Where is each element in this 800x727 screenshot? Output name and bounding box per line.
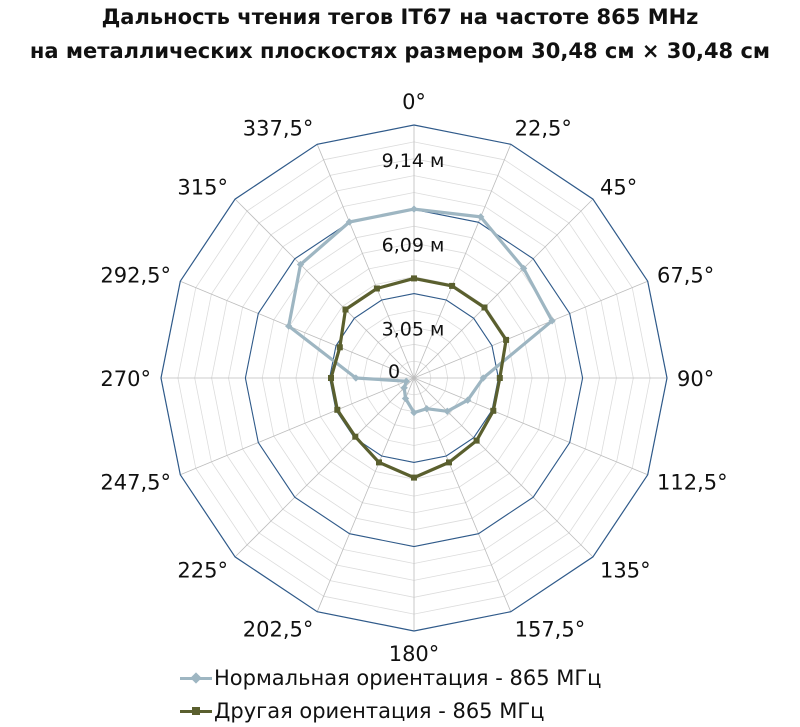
radial-label: 9,14 м <box>382 150 445 172</box>
grid-spoke <box>234 377 415 558</box>
angle-label: 67,5° <box>657 263 714 287</box>
data-point-1 <box>449 282 456 289</box>
data-point-0 <box>400 384 408 392</box>
grid-spoke <box>413 377 594 558</box>
angle-label: 22,5° <box>515 117 572 141</box>
grid-ring-major <box>160 124 668 632</box>
chart-title-line-2: на металлических плоскостях размером 30,… <box>29 39 771 63</box>
angle-label: 112,5° <box>657 471 728 495</box>
grid-spoke <box>180 280 415 379</box>
data-point-0 <box>519 264 528 273</box>
grid-ring-major <box>244 208 584 548</box>
data-point-1 <box>328 375 334 381</box>
angle-label: 225° <box>177 559 228 583</box>
angle-label: 202,5° <box>243 617 314 641</box>
legend-label-normal: Нормальная ориентация - 865 МГц <box>214 666 602 690</box>
data-point-1 <box>342 306 349 313</box>
angle-label: 337,5° <box>243 117 314 141</box>
data-point-0 <box>443 407 451 415</box>
legend-marker-other <box>180 704 212 718</box>
angle-label: 135° <box>600 559 651 583</box>
data-point-0 <box>285 322 293 330</box>
radial-label: 3,05 м <box>382 319 445 341</box>
angle-label: 180° <box>389 642 440 666</box>
angle-label: 45° <box>600 175 637 199</box>
angle-label: 292,5° <box>100 263 171 287</box>
grid-spoke <box>413 377 512 612</box>
legend-marker-normal <box>180 671 212 685</box>
data-point-1 <box>376 459 382 466</box>
data-point-1 <box>490 407 497 414</box>
grid-spoke <box>316 144 415 379</box>
grid-spoke <box>234 198 415 379</box>
data-point-0 <box>345 218 354 226</box>
data-point-0 <box>401 394 410 403</box>
data-point-0 <box>479 374 487 382</box>
data-point-1 <box>496 375 503 381</box>
legend-entry-other: Другая ориентация - 865 МГц <box>180 695 544 727</box>
data-point-0 <box>548 317 556 325</box>
data-point-1 <box>481 304 488 311</box>
radial-label: 6,09 м <box>382 234 445 256</box>
data-point-0 <box>352 374 360 382</box>
radial-label: 0 <box>388 361 400 383</box>
data-point-1 <box>352 433 359 440</box>
data-point-1 <box>446 459 452 466</box>
grid-spoke <box>180 377 415 476</box>
data-point-0 <box>464 396 472 404</box>
legend-entry-normal: Нормальная ориентация - 865 МГц <box>180 662 601 694</box>
chart-title-line-1: Дальность чтения тегов IT67 на частоте 8… <box>101 5 699 29</box>
data-point-1 <box>373 285 380 292</box>
angle-label: 247,5° <box>100 471 171 495</box>
angle-label: 270° <box>100 367 151 391</box>
data-point-0 <box>402 377 410 385</box>
data-point-1 <box>411 474 417 481</box>
data-point-0 <box>296 260 305 269</box>
grid-spoke <box>413 144 512 379</box>
data-point-1 <box>334 406 341 413</box>
grid-spoke <box>413 198 594 379</box>
data-point-1 <box>503 336 510 343</box>
angle-label: 157,5° <box>515 617 586 641</box>
data-point-0 <box>410 205 418 213</box>
data-point-1 <box>411 275 417 282</box>
data-point-1 <box>473 437 480 444</box>
data-point-0 <box>423 405 431 413</box>
grid-spoke <box>413 280 648 379</box>
angle-label: 315° <box>177 175 228 199</box>
angle-label: 90° <box>677 367 714 391</box>
legend-label-other: Другая ориентация - 865 МГц <box>214 699 545 723</box>
data-point-1 <box>336 344 343 351</box>
data-point-0 <box>410 408 418 417</box>
angle-label: 0° <box>402 90 426 114</box>
grid-spoke <box>413 377 648 476</box>
grid-spoke <box>316 377 415 612</box>
